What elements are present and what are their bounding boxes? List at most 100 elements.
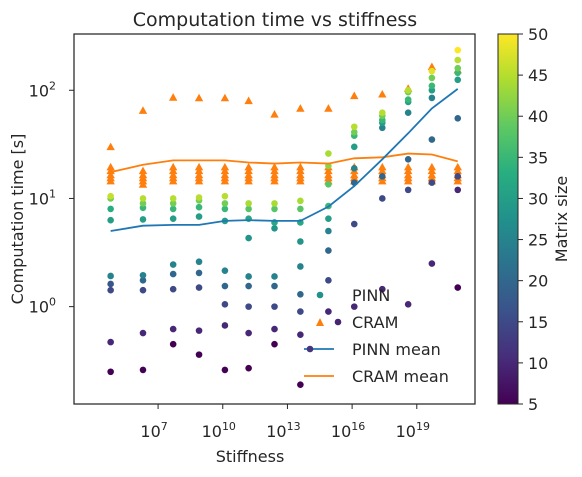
pinn-point <box>195 203 203 211</box>
colorbar-tick-label: 10 <box>528 354 548 373</box>
pinn-point <box>428 74 436 82</box>
pinn-point <box>195 269 203 277</box>
cram-point <box>378 176 387 185</box>
pinn-point <box>428 82 436 90</box>
pinn-point <box>271 303 278 310</box>
cram-point <box>194 93 204 102</box>
pinn-point <box>350 303 358 310</box>
cram-point <box>168 93 178 101</box>
pinn-point <box>271 282 278 290</box>
colorbar-tick-label: 45 <box>528 66 548 85</box>
cram-point <box>403 176 413 185</box>
pinn-point <box>107 192 114 200</box>
pinn-point <box>139 366 147 374</box>
pinn-point <box>325 150 332 157</box>
pinn-point <box>271 273 278 280</box>
pinn-point <box>169 215 177 222</box>
cram-point <box>453 176 462 185</box>
pinn-point <box>221 282 229 290</box>
pinn-point <box>428 136 436 143</box>
cram-point <box>194 176 204 185</box>
pinn-point <box>107 286 114 294</box>
colorbar: 5 10 15 20 25 30 35 40 45 50 Matrix size <box>497 25 571 414</box>
pinn-point <box>245 234 252 242</box>
pinn-point <box>221 366 229 374</box>
x-tick-label: 1013 <box>266 420 300 441</box>
pinn-point <box>297 205 304 213</box>
pinn-point <box>139 271 147 279</box>
plot-frame <box>73 33 476 405</box>
cram-point <box>324 104 333 112</box>
pinn-point <box>297 291 304 298</box>
pinn-point <box>297 197 304 205</box>
pinn-point <box>325 227 332 235</box>
pinn-point <box>404 109 412 117</box>
cram-point <box>378 89 387 98</box>
pinn-point <box>139 286 147 294</box>
colorbar-tick-label: 20 <box>528 272 548 291</box>
colorbar-tick-label: 15 <box>528 313 548 332</box>
x-tick-label: 1010 <box>202 420 236 441</box>
cram-point <box>244 96 253 105</box>
cram-point <box>244 176 253 185</box>
pinn-point <box>107 368 114 376</box>
pinn-point <box>454 186 462 194</box>
pinn-point <box>454 46 462 54</box>
pinn-point <box>404 156 412 163</box>
pinn-point <box>195 258 203 266</box>
pinn-point <box>378 124 386 132</box>
pinn-point <box>169 195 177 202</box>
pinn-point <box>221 205 229 213</box>
pinn-point <box>139 216 147 223</box>
pinn-point <box>378 285 386 293</box>
legend-pinn-marker <box>316 291 324 299</box>
legend-cram-marker <box>316 318 324 326</box>
cram-point <box>270 166 279 175</box>
legend-label: PINN mean <box>352 340 441 359</box>
colorbar-tick-label: 25 <box>528 231 548 250</box>
pinn-point <box>454 115 462 122</box>
x-ticks: 107 1010 1013 1016 1019 <box>140 404 430 441</box>
pinn-point <box>169 261 177 268</box>
y-tick-label: 102 <box>29 79 56 100</box>
pinn-point <box>454 56 462 64</box>
pinn-point <box>107 338 114 346</box>
pinn-point <box>297 308 304 315</box>
pinn-point <box>404 86 412 94</box>
pinn-point <box>297 238 304 245</box>
pinn-point <box>454 69 462 77</box>
colorbar-tick-label: 40 <box>528 107 548 126</box>
pinn-point <box>169 325 177 333</box>
legend-label: CRAM mean <box>352 367 449 386</box>
pinn-mean-line <box>110 88 459 232</box>
pinn-point <box>454 284 462 291</box>
colorbar-tick-label: 35 <box>528 148 548 167</box>
colorbar-ticks: 5 10 15 20 25 30 35 40 45 50 <box>518 25 548 414</box>
legend: PINN CRAM PINN mean CRAM mean <box>304 286 449 386</box>
pinn-point <box>245 205 252 213</box>
legend-label: PINN <box>352 286 390 305</box>
pinn-point <box>221 301 229 308</box>
pinn-point <box>271 200 278 207</box>
pinn-point <box>169 270 177 278</box>
pinn-point <box>107 216 114 224</box>
pinn-point <box>404 96 412 103</box>
pinn-point <box>378 195 386 202</box>
pinn-point <box>350 143 358 151</box>
pinn-point <box>169 340 177 348</box>
cram-point <box>350 91 359 100</box>
pinn-point <box>271 224 278 232</box>
cram-point <box>220 166 230 175</box>
cram-point <box>324 166 333 175</box>
pinn-point <box>221 322 229 329</box>
pinn-point <box>350 123 358 131</box>
colorbar-gradient <box>497 33 519 405</box>
cram-point <box>168 166 178 175</box>
pinn-point <box>139 329 147 337</box>
pinn-point <box>195 351 203 358</box>
pinn-point <box>271 205 278 213</box>
cram-point <box>138 180 148 188</box>
pinn-point <box>139 277 147 284</box>
pinn-point <box>350 164 358 172</box>
pinn-point <box>245 364 252 372</box>
